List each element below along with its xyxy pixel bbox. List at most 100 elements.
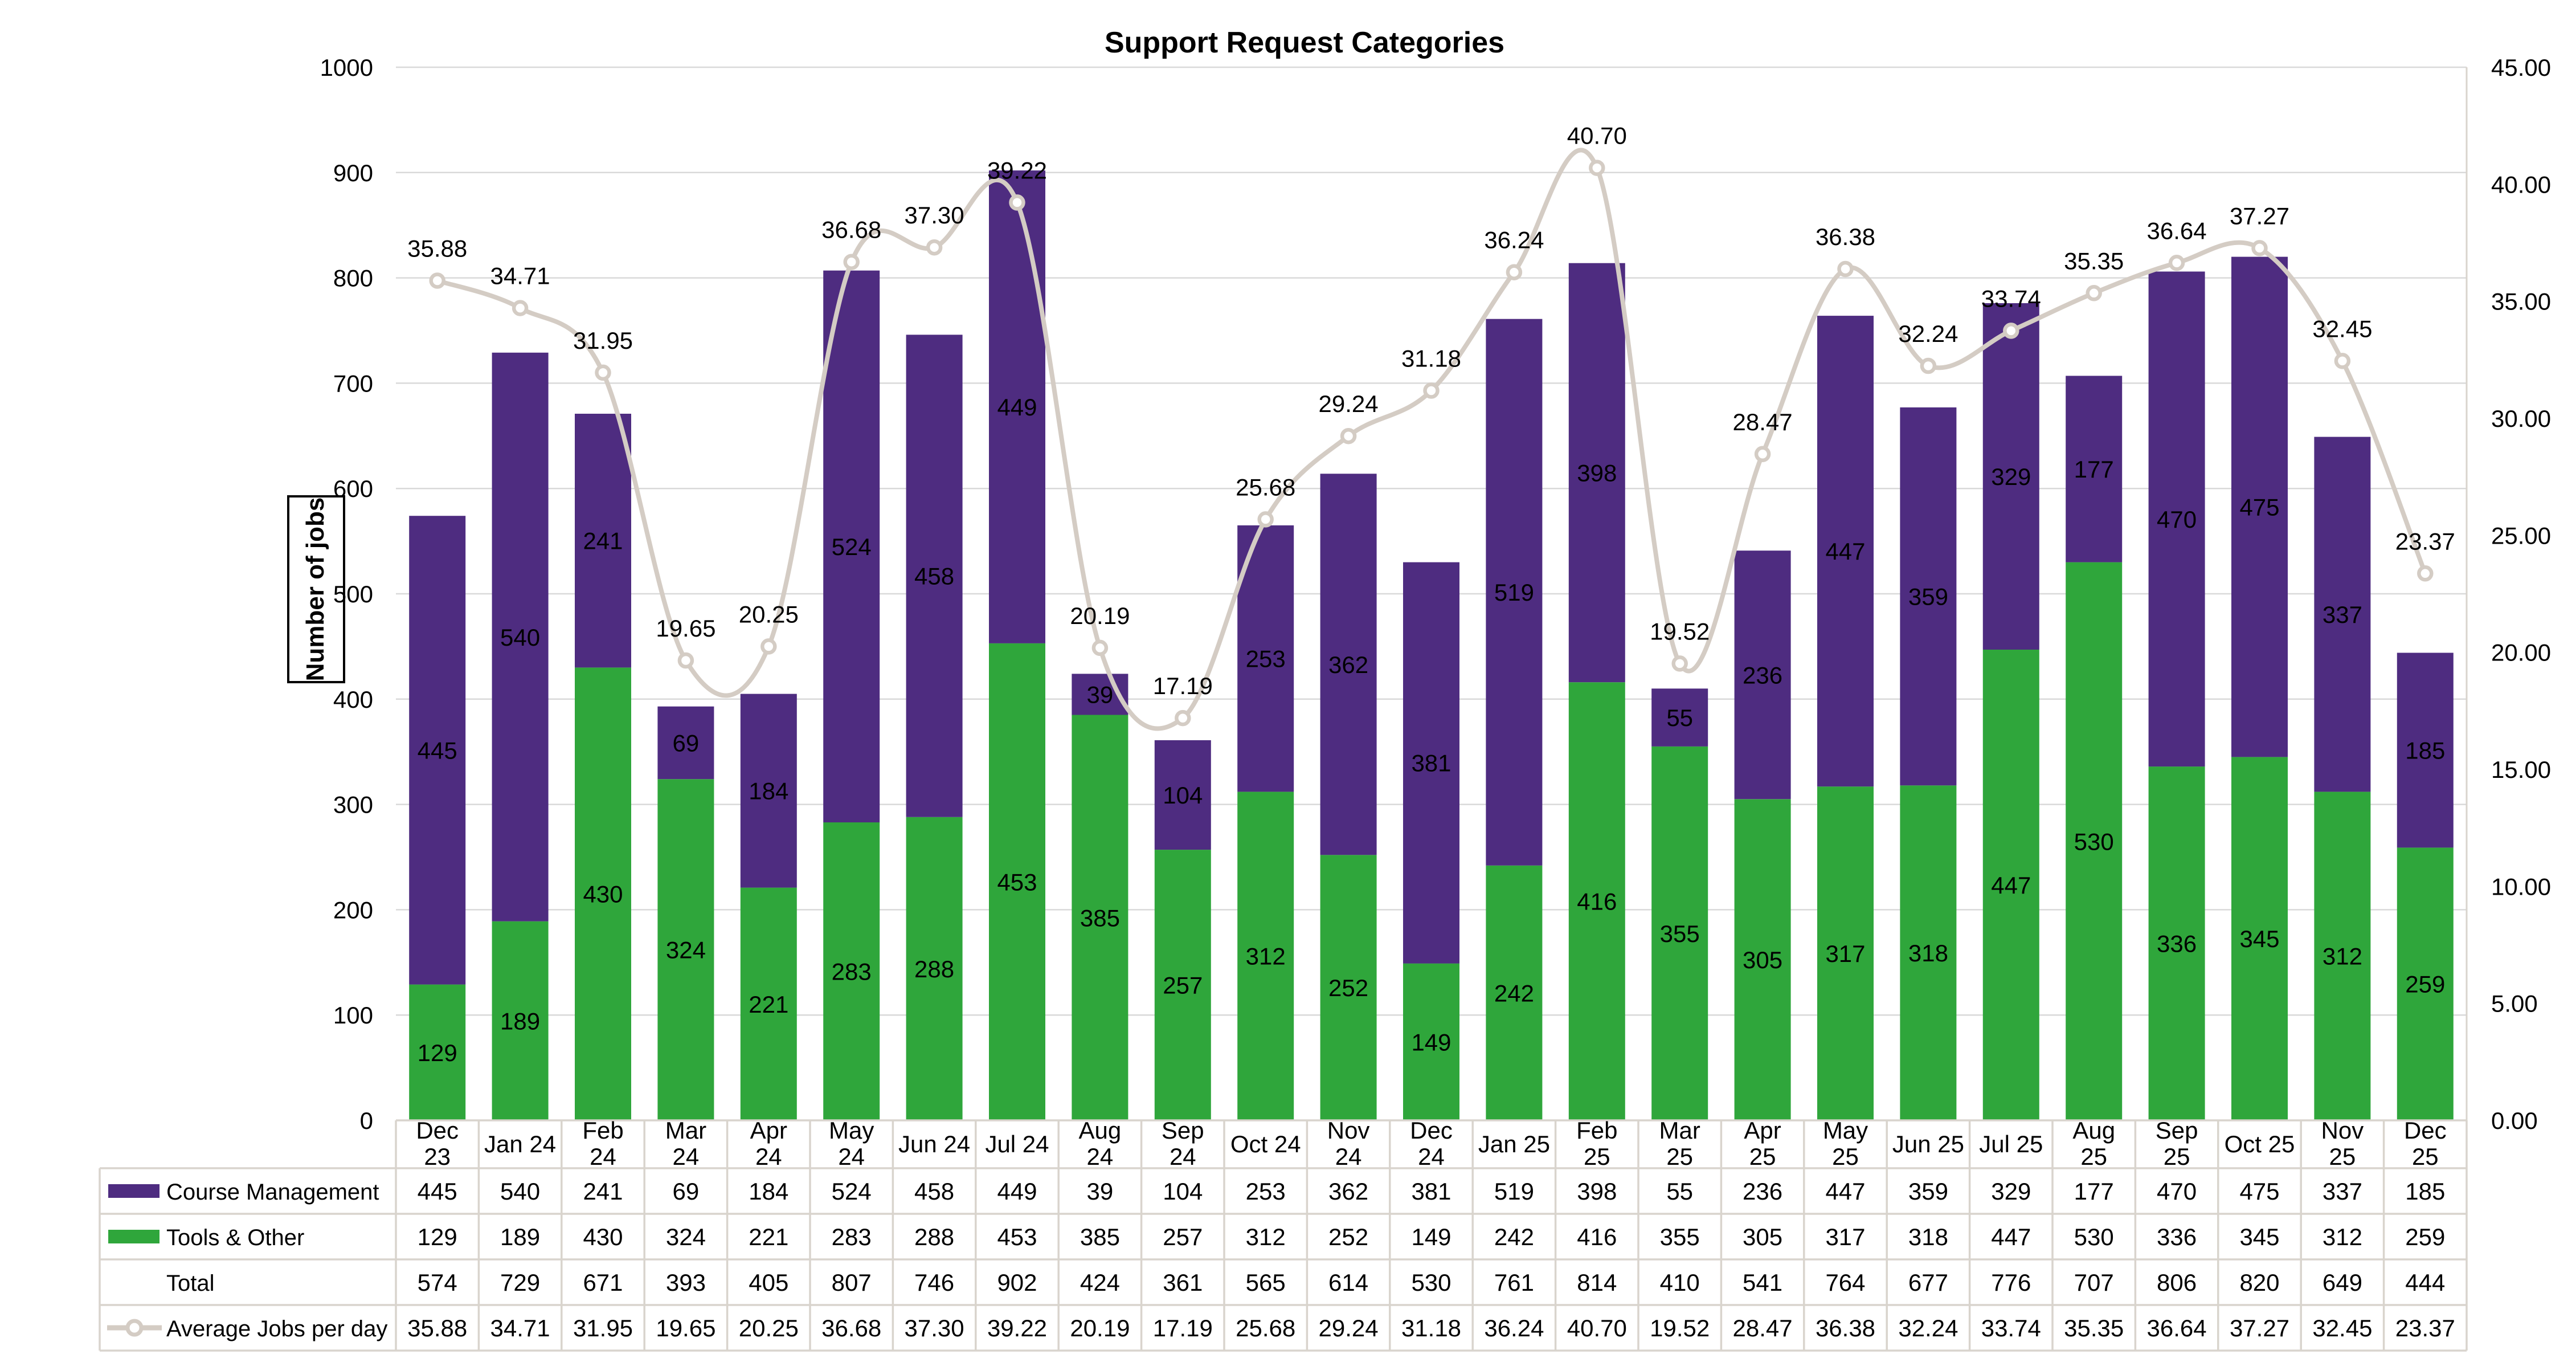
table-cell-tools-other: 149 bbox=[1411, 1224, 1451, 1250]
bar-segment-course-management bbox=[823, 270, 880, 823]
bar-segment-tools-other bbox=[1403, 963, 1459, 1120]
bar-label-tools-other: 221 bbox=[749, 991, 788, 1018]
table-cell-course-management: 398 bbox=[1577, 1178, 1617, 1205]
left-axis-tick-label: 400 bbox=[333, 686, 373, 713]
table-cell-total: 761 bbox=[1494, 1269, 1534, 1296]
table-cell-total: 393 bbox=[666, 1269, 706, 1296]
table-cell-average: 25.68 bbox=[1236, 1315, 1295, 1341]
month-label: May 25 bbox=[1823, 1117, 1868, 1170]
table-cell-average: 35.35 bbox=[2064, 1315, 2124, 1341]
bar-label-course-management: 69 bbox=[673, 730, 700, 757]
bar-segment-tools-other bbox=[1568, 682, 1625, 1120]
table-cell-average: 39.22 bbox=[987, 1315, 1047, 1341]
table-cell-total: 405 bbox=[749, 1269, 788, 1296]
bar-segment-course-management bbox=[2314, 437, 2371, 792]
average-jobs-label: 32.24 bbox=[1898, 320, 1958, 347]
average-jobs-label: 40.70 bbox=[1567, 123, 1627, 149]
month-label: Feb 25 bbox=[1576, 1117, 1617, 1170]
bars-layer bbox=[409, 170, 2454, 1120]
average-jobs-label: 36.68 bbox=[821, 217, 881, 243]
bar-label-course-management: 337 bbox=[2323, 601, 2362, 628]
table-cell-tools-other: 288 bbox=[914, 1224, 954, 1250]
bar-segment-course-management bbox=[2066, 376, 2123, 562]
month-label: Mar 25 bbox=[1659, 1117, 1700, 1170]
bar-segment-tools-other bbox=[2066, 562, 2123, 1120]
bar-segment-tools-other bbox=[989, 643, 1045, 1120]
table-cell-average: 29.24 bbox=[1319, 1315, 1379, 1341]
month-label: Jun 25 bbox=[1892, 1131, 1964, 1157]
bar-segment-course-management bbox=[2397, 652, 2454, 848]
course-management-swatch bbox=[108, 1184, 160, 1198]
bar-label-course-management: 55 bbox=[1666, 704, 1693, 731]
right-axis-tick-label: 20.00 bbox=[2491, 639, 2551, 666]
average-jobs-marker bbox=[1257, 511, 1274, 528]
bar-label-tools-other: 149 bbox=[1411, 1029, 1451, 1055]
left-axis-tick-label: 1000 bbox=[320, 54, 373, 81]
average-jobs-marker bbox=[677, 652, 694, 669]
month-label: Jun 24 bbox=[898, 1131, 970, 1157]
left-axis-tick-label: 100 bbox=[333, 1002, 373, 1029]
month-label: Jan 24 bbox=[484, 1131, 556, 1157]
average-jobs-label: 20.19 bbox=[1070, 602, 1130, 629]
table-cell-course-management: 458 bbox=[914, 1178, 954, 1205]
average-jobs-marker bbox=[512, 300, 529, 316]
tools-other-swatch bbox=[108, 1230, 160, 1243]
table-cell-average: 20.19 bbox=[1070, 1315, 1130, 1341]
bar-segment-course-management bbox=[657, 706, 714, 780]
average-jobs-marker bbox=[1589, 160, 1605, 176]
table-cell-tools-other: 242 bbox=[1494, 1224, 1534, 1250]
table-cell-total: 530 bbox=[1411, 1269, 1451, 1296]
bar-segment-tools-other bbox=[409, 984, 466, 1120]
average-jobs-label: 37.27 bbox=[2230, 202, 2289, 229]
table-cell-course-management: 69 bbox=[673, 1178, 700, 1205]
average-line-icon-marker bbox=[125, 1319, 144, 1337]
average-jobs-marker bbox=[843, 254, 860, 270]
bar-segment-course-management bbox=[989, 170, 1045, 643]
bar-segment-tools-other bbox=[1320, 855, 1377, 1120]
bar-label-course-management: 253 bbox=[1246, 646, 1286, 672]
bar-segment-course-management bbox=[1817, 316, 1874, 787]
table-cell-tools-other: 283 bbox=[832, 1224, 872, 1250]
month-label: May 24 bbox=[829, 1117, 874, 1170]
right-axis-tick-label: 0.00 bbox=[2491, 1107, 2538, 1134]
bar-label-tools-other: 305 bbox=[1743, 947, 1782, 973]
bar-label-course-management: 449 bbox=[997, 394, 1037, 421]
table-cell-tools-other: 416 bbox=[1577, 1224, 1617, 1250]
average-jobs-label: 36.64 bbox=[2147, 217, 2207, 244]
data-table-layer: Dec 23 Jan 24 Feb 24 Mar 24 Apr 24 May 24 Jun 24 Jul… bbox=[99, 1117, 2468, 1352]
table-cell-tools-other: 530 bbox=[2074, 1224, 2114, 1250]
bar-segment-tools-other bbox=[575, 667, 631, 1120]
average-jobs-marker bbox=[2417, 565, 2434, 582]
bar-segment-course-management bbox=[1320, 474, 1377, 855]
chart-title: Support Request Categories bbox=[1105, 26, 1504, 59]
legend-label-average-jobs: Average Jobs per day bbox=[166, 1316, 387, 1341]
month-label: Dec 25 bbox=[2404, 1117, 2447, 1170]
table-cell-total: 444 bbox=[2405, 1269, 2445, 1296]
table-cell-tools-other: 324 bbox=[666, 1224, 706, 1250]
table-cell-total: 410 bbox=[1660, 1269, 1700, 1296]
bar-label-course-management: 475 bbox=[2239, 494, 2279, 521]
left-axis-tick-label: 900 bbox=[333, 160, 373, 186]
average-jobs-label: 25.68 bbox=[1236, 474, 1295, 500]
average-jobs-label: 34.71 bbox=[490, 263, 550, 289]
average-jobs-label: 29.24 bbox=[1319, 390, 1379, 417]
bar-label-course-management: 381 bbox=[1411, 750, 1451, 777]
table-cell-tools-other: 221 bbox=[749, 1224, 788, 1250]
table-cell-average: 19.65 bbox=[656, 1315, 715, 1341]
table-cell-course-management: 39 bbox=[1087, 1178, 1114, 1205]
bar-label-tools-other: 317 bbox=[1825, 940, 1865, 967]
average-jobs-label: 39.22 bbox=[987, 157, 1047, 183]
table-cell-course-management: 329 bbox=[1991, 1178, 2031, 1205]
table-cell-course-management: 475 bbox=[2239, 1178, 2279, 1205]
month-label: Dec 24 bbox=[1410, 1117, 1453, 1170]
table-cell-total: 746 bbox=[914, 1269, 954, 1296]
bar-segment-tools-other bbox=[1817, 786, 1874, 1120]
average-jobs-label: 37.30 bbox=[905, 202, 964, 229]
average-line-icon bbox=[107, 1319, 162, 1337]
bar-segment-tools-other bbox=[492, 921, 549, 1120]
table-cell-course-management: 253 bbox=[1246, 1178, 1286, 1205]
bar-label-course-management: 470 bbox=[2157, 506, 2197, 533]
month-label: Oct 24 bbox=[1230, 1131, 1301, 1157]
table-cell-total: 806 bbox=[2157, 1269, 2197, 1296]
average-jobs-marker bbox=[1837, 260, 1854, 278]
